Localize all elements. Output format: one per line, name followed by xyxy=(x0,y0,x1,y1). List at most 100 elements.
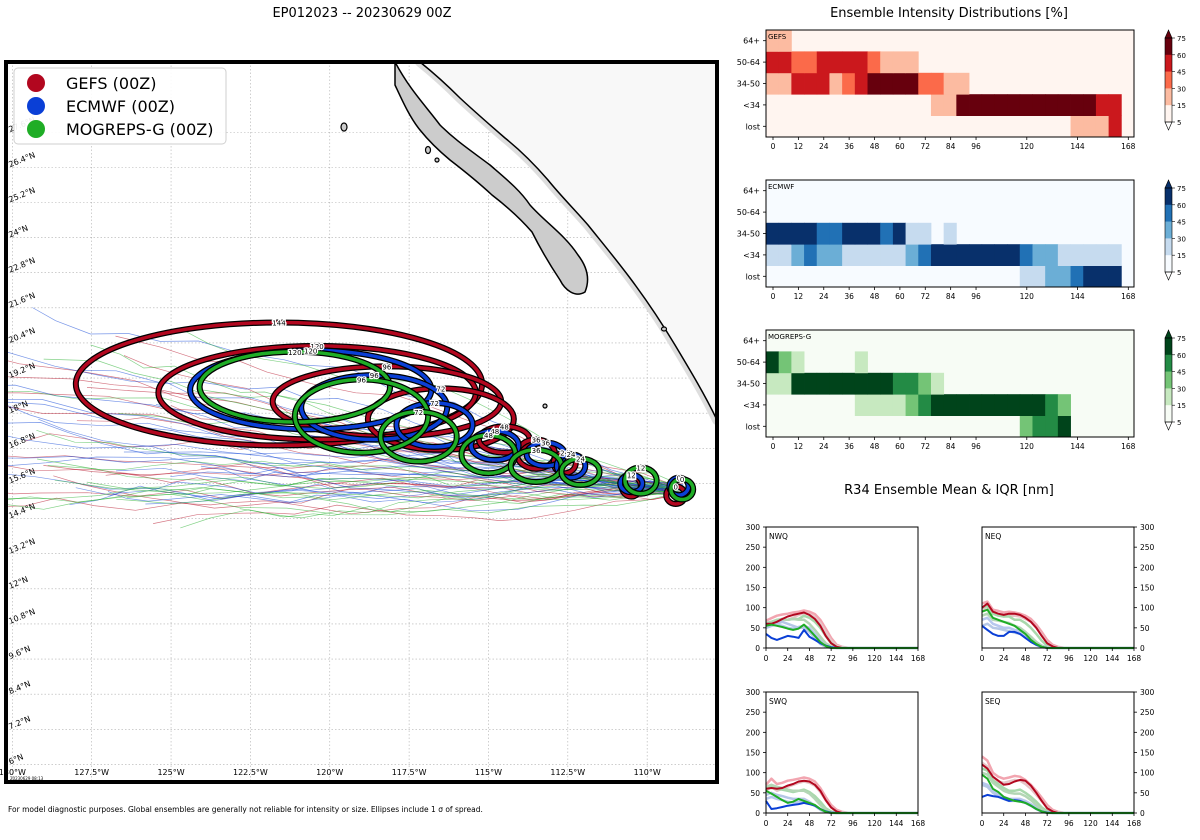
heatmap-x-tick-label: 168 xyxy=(1121,142,1136,151)
mogreps-hour-label: 36 xyxy=(532,447,541,455)
heatmap-cell xyxy=(867,51,881,74)
colorbar-tick-label: 30 xyxy=(1177,235,1186,243)
ecmwf-hour-label: 96 xyxy=(370,372,379,380)
heatmap-x-tick-label: 96 xyxy=(971,142,981,151)
heatmap-x-tick-label: 144 xyxy=(1070,292,1085,301)
ensemble-track xyxy=(6,491,683,516)
r34-x-tick-label: 72 xyxy=(1042,819,1052,828)
r34-y-tick-label: 150 xyxy=(746,749,761,758)
r34-x-tick-label: 168 xyxy=(1127,654,1142,663)
colorbar-extend-min xyxy=(1164,421,1173,431)
colorbar-tick-label: 15 xyxy=(1177,402,1186,410)
heatmap-cell xyxy=(981,394,995,416)
ecmwf-hour-label: 48 xyxy=(490,428,499,436)
r34-plot-area xyxy=(766,692,918,813)
colorbar-segment xyxy=(1165,88,1172,106)
colorbar-tick-label: 5 xyxy=(1177,119,1181,127)
heatmap-cell xyxy=(1019,394,1033,416)
colorbar-tick-label: 45 xyxy=(1177,369,1186,377)
heatmap-x-tick-label: 48 xyxy=(870,292,880,301)
mogreps-ellipse xyxy=(669,477,695,502)
heatmap-cell xyxy=(918,222,932,245)
heatmap-cell xyxy=(867,372,881,395)
r34-y-tick-label: 250 xyxy=(1140,708,1155,717)
ecmwf-ellipse xyxy=(394,401,475,449)
r34-y-tick-label: 250 xyxy=(1140,543,1155,552)
ensemble-track xyxy=(239,491,677,519)
heatmap-x-tick-label: 12 xyxy=(794,442,804,451)
heatmap-cell xyxy=(867,222,881,245)
heatmap-cell xyxy=(1057,415,1071,438)
r34-x-tick-label: 48 xyxy=(805,819,815,828)
heatmap-x-tick-label: 60 xyxy=(895,442,905,451)
heatmap-cell xyxy=(854,72,868,95)
colorbar-frame xyxy=(1164,337,1173,423)
ensemble-track xyxy=(126,477,677,498)
heatmap-cell xyxy=(930,94,945,116)
colorbar-extend-min xyxy=(1164,271,1173,281)
heatmap-cell xyxy=(892,51,906,74)
heatmap-cell xyxy=(1108,115,1122,138)
heatmap-x-tick-label: 72 xyxy=(921,442,931,451)
heatmap-cell xyxy=(1019,415,1033,438)
legend-label-ecmwf: ECMWF (00Z) xyxy=(66,97,175,116)
r34-x-tick-label: 168 xyxy=(911,819,926,828)
heatmap-cell xyxy=(804,372,818,395)
r34-x-tick-label: 168 xyxy=(911,654,926,663)
heatmap-cell xyxy=(829,51,843,74)
heatmap-cell xyxy=(829,372,843,395)
heatmap-cell xyxy=(1070,115,1084,138)
heatmap-x-tick-label: 36 xyxy=(844,142,854,151)
heatmap-cell xyxy=(905,222,919,245)
colorbar-frame xyxy=(1164,37,1173,123)
heatmap-cell xyxy=(892,72,906,95)
r34-y-tick-label: 200 xyxy=(746,728,761,737)
heatmap-cell xyxy=(778,30,792,52)
heatmap-cell xyxy=(956,72,970,95)
heatmap-cell xyxy=(804,72,818,95)
r34-x-tick-label: 120 xyxy=(1083,654,1098,663)
heatmap-x-tick-label: 120 xyxy=(1020,142,1035,151)
heatmap-cell xyxy=(791,244,805,266)
heatmap-ecmwf: ECMWF lost <34 34-50 50-64 64+ 0 12 24 36 48 60 72 84… xyxy=(737,179,1186,301)
map-gridlines xyxy=(6,62,717,782)
heatmap-y-tick-label: lost xyxy=(746,272,760,281)
r34-x-tick-label: 144 xyxy=(889,654,904,663)
r34-y-tick-label: 50 xyxy=(750,624,760,633)
colorbar-tick-label: 5 xyxy=(1177,269,1181,277)
r34-y-tick-label: 300 xyxy=(1140,688,1155,697)
colorbar-tick-label: 30 xyxy=(1177,385,1186,393)
legend-marker-mogreps xyxy=(27,120,45,138)
heatmap-cell xyxy=(892,394,906,416)
heatmap-cell xyxy=(791,372,805,395)
colorbar-tick-label: 75 xyxy=(1177,185,1186,193)
heatmap-x-tick-label: 60 xyxy=(895,292,905,301)
heatmap-cell xyxy=(854,351,868,374)
heatmap-cell xyxy=(943,94,957,116)
colorbar-tick-label: 75 xyxy=(1177,335,1186,343)
mogreps-hour-label: 96 xyxy=(357,377,366,385)
r34-x-tick-label: 144 xyxy=(889,819,904,828)
heatmap-cell xyxy=(766,351,780,374)
r34-x-tick-label: 24 xyxy=(783,819,793,828)
heatmap-cell xyxy=(816,51,830,74)
colorbar-segment xyxy=(1165,371,1172,389)
heatmap-cell xyxy=(1045,265,1059,288)
heatmap-cell xyxy=(918,72,932,95)
r34-panel-label: SEQ xyxy=(985,697,1000,706)
legend-label-gefs: GEFS (00Z) xyxy=(66,74,156,93)
r34-y-tick-label: 0 xyxy=(755,809,760,818)
heatmap-y-tick-label: <34 xyxy=(743,401,760,410)
heatmap-x-tick-label: 48 xyxy=(870,442,880,451)
heatmap-cell xyxy=(766,72,780,95)
r34-x-tick-label: 72 xyxy=(826,819,836,828)
gefs-hour-label: 0 xyxy=(674,483,678,491)
heatmap-cell xyxy=(1007,244,1021,266)
heatmap-cell xyxy=(791,222,805,245)
r34-x-tick-label: 0 xyxy=(980,819,985,828)
colorbar-tick-label: 60 xyxy=(1177,352,1186,360)
heatmap-cell xyxy=(854,51,868,74)
heatmap-cell xyxy=(880,394,894,416)
gefs-hour-label: 120 xyxy=(310,343,323,351)
r34-y-tick-label: 200 xyxy=(746,563,761,572)
